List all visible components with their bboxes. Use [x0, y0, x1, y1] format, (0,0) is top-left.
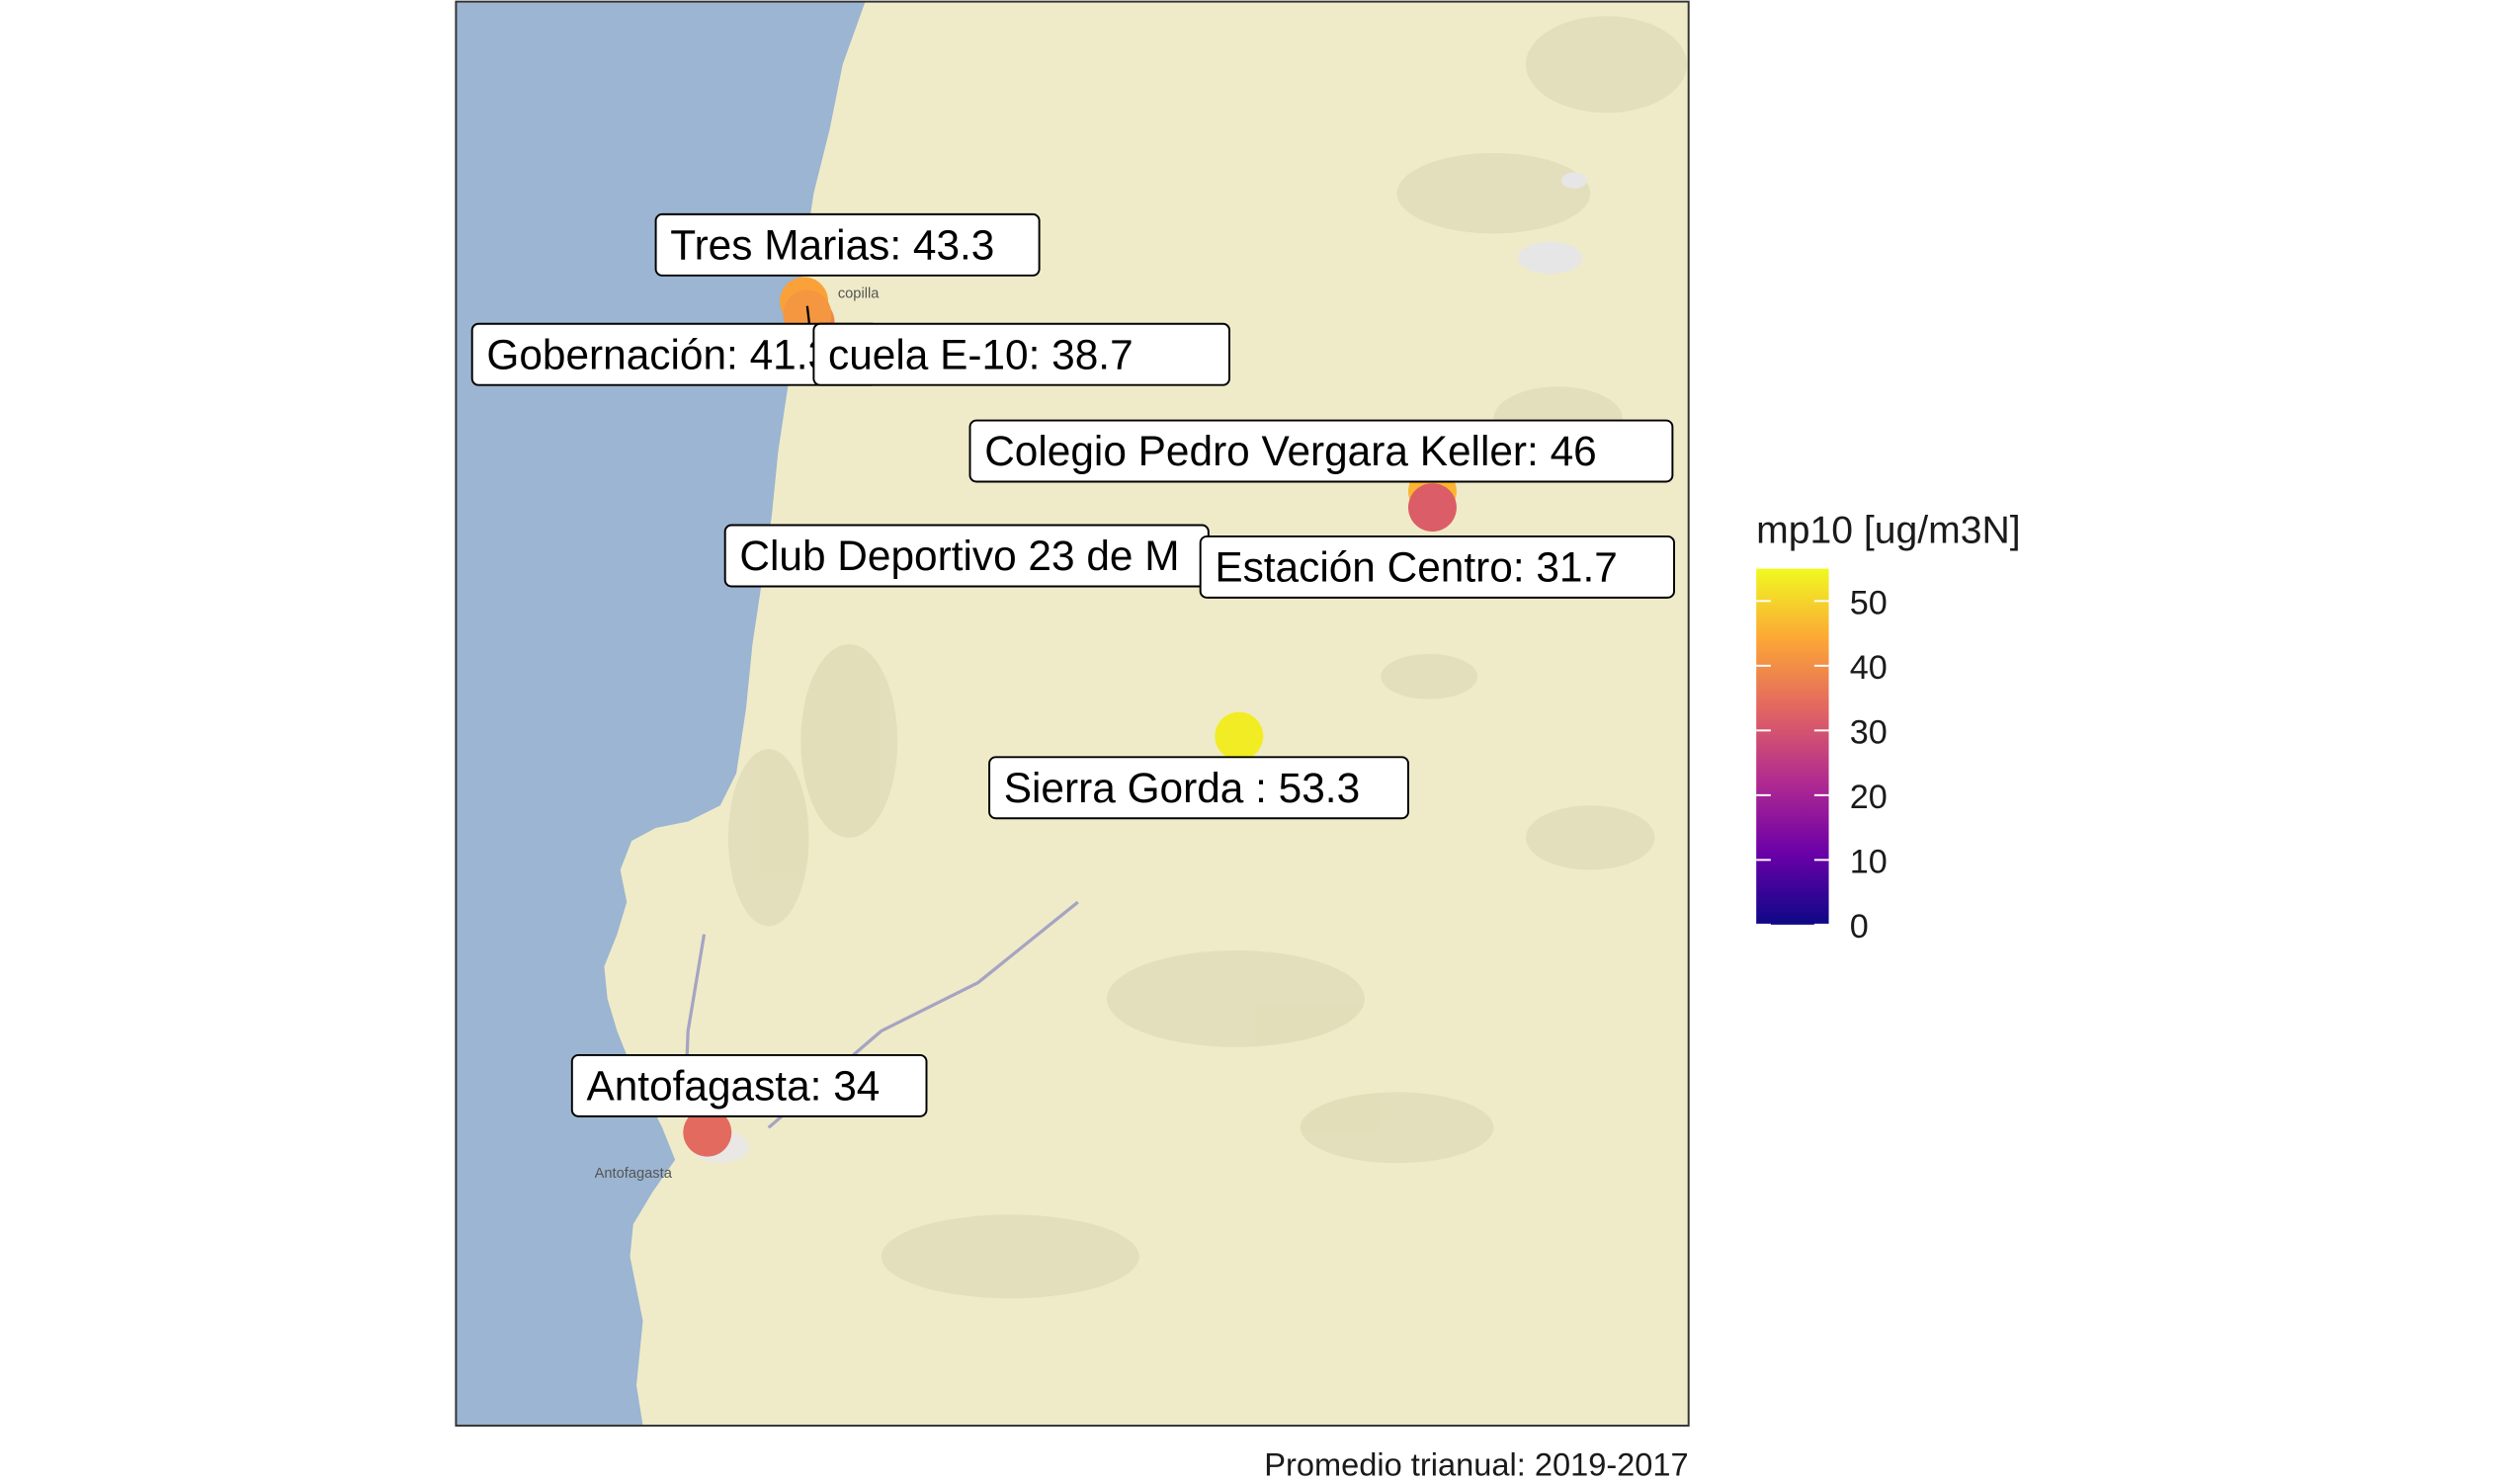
- station-label: Sierra Gorda : 53.3: [988, 756, 1409, 820]
- station-label: Tres Marias: 43.3: [654, 212, 1041, 277]
- station-label-box: [988, 756, 1409, 820]
- station-label: Club Deportivo 23 de M: [723, 524, 1210, 588]
- legend-ticks: 50 40 30 20 10 0: [1756, 584, 1888, 946]
- station-point: [1215, 711, 1264, 761]
- station-label-text: Estación Centro: 31.7: [1215, 544, 1618, 591]
- station-point: [1408, 483, 1457, 533]
- map-panel: copilla Antofagasta Tres Marias: 43.3 Gob…: [456, 1, 1689, 1426]
- legend-tick-label: 50: [1850, 584, 1888, 621]
- caption: Promedio trianual: 2019-2017: [1264, 1445, 1688, 1482]
- legend-tick-label: 40: [1850, 649, 1888, 687]
- legend-tick-label: 30: [1850, 713, 1888, 751]
- legend: mp10 [ug/m3N] 50 40 30 20 10 0: [1756, 509, 2021, 946]
- legend-title: mp10 [ug/m3N]: [1756, 509, 2020, 551]
- legend-tick-label: 0: [1850, 908, 1869, 946]
- town-label: Antofagasta: [595, 1166, 673, 1182]
- station-label-text: Sierra Gorda : 53.3: [1004, 765, 1360, 811]
- station-label: Colegio Pedro Vergara Keller: 46: [968, 419, 1674, 483]
- legend-tick-label: 10: [1850, 843, 1888, 880]
- station-label-text: Tres Marias: 43.3: [670, 222, 994, 269]
- station-label: cuela E-10: 38.7: [812, 322, 1230, 386]
- legend-tick-label: 20: [1850, 779, 1888, 816]
- legend-colorbar: [1756, 568, 1829, 925]
- terrain-shading: [727, 16, 1688, 1299]
- town-label: copilla: [838, 287, 880, 302]
- map-panel-border: [455, 0, 1690, 1427]
- station-label: Antofagasta: 34: [570, 1053, 928, 1117]
- station-label-text: Colegio Pedro Vergara Keller: 46: [984, 428, 1597, 474]
- station-label-text: cuela E-10: 38.7: [828, 331, 1134, 377]
- salt-flat: [1560, 172, 1587, 189]
- station-label-text: Gobernación: 41.3: [486, 331, 831, 377]
- station-label-box: [1199, 535, 1675, 599]
- station-label-box: [570, 1053, 928, 1117]
- salt-flat: [1517, 241, 1583, 275]
- station-labels: Tres Marias: 43.3 Gobernación: 41.3cuela …: [470, 212, 1675, 1117]
- station-label-text: Antofagasta: 34: [586, 1063, 880, 1110]
- station-label: Estación Centro: 31.7: [1199, 535, 1675, 599]
- station-label-box: [654, 212, 1041, 277]
- station-label-text: Club Deportivo 23 de M: [739, 533, 1179, 579]
- station-point: [683, 1108, 732, 1157]
- station-label-box: [812, 322, 1230, 386]
- station-label-box: [968, 419, 1674, 483]
- station-label: Gobernación: 41.3: [470, 322, 880, 386]
